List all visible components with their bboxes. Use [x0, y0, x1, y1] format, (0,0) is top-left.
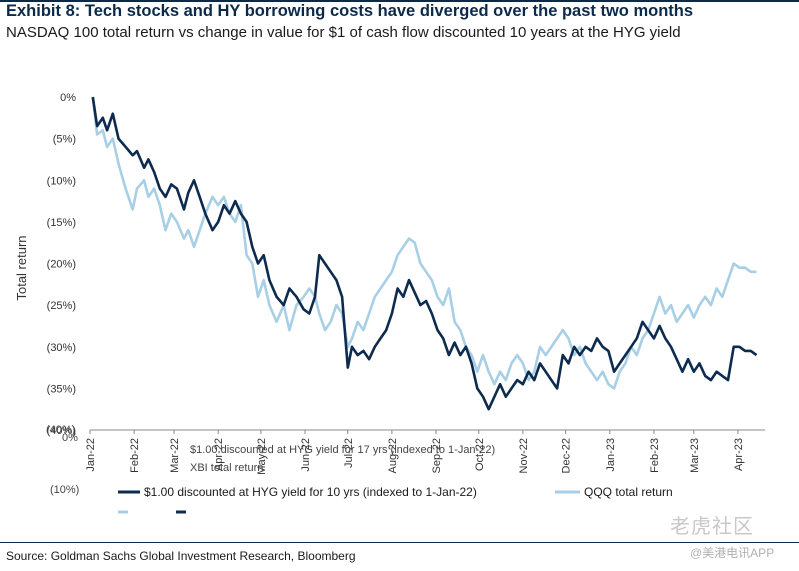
x-tick-label: Jun-22: [300, 438, 312, 472]
x-tick-label: Dec-22: [561, 438, 573, 473]
top-rule: [0, 0, 799, 2]
y-tick-label: (40%): [47, 425, 76, 437]
x-tick-label: Mar-23: [689, 438, 701, 473]
y-tick-label: (10%): [47, 175, 76, 187]
x-tick-label: Nov-22: [518, 438, 530, 473]
x-tick-label: Sep-22: [431, 438, 443, 473]
y-tick-label: (25%): [47, 300, 76, 312]
y-tick-label: (15%): [47, 217, 76, 229]
x-axis: Jan-22 Feb-22 Mar-22 Apr-22 May-22 Jun-22 Jul-…: [85, 429, 765, 475]
y-axis-label: Total return: [14, 235, 29, 300]
overlapping-ghost-labels: 0% (40%) (10%) $1.00 discounted at HYG y…: [46, 424, 495, 496]
x-tick-label: Aug-22: [387, 438, 399, 473]
y-tick-label: (5%): [53, 134, 76, 146]
legend-label-qqq: QQQ total return: [584, 485, 673, 499]
x-tick-label: Apr-22: [213, 438, 225, 471]
x-tick-label: Feb-22: [129, 438, 141, 473]
watermark-brand: 老虎社区: [670, 516, 754, 538]
ghost-label-minus10: (10%): [50, 484, 79, 496]
ghost-label-zero: 0%: [62, 432, 78, 444]
x-tick-label: Jul-22: [343, 438, 355, 468]
series-line-qqq: [91, 96, 757, 390]
series-group: [91, 96, 758, 411]
chart-title: Exhibit 8: Tech stocks and HY borrowing …: [6, 2, 694, 20]
x-tick-label: Jan-22: [85, 438, 97, 472]
y-tick-label: 0%: [60, 92, 76, 104]
series-line-hyg-10yr: [91, 96, 758, 411]
x-tick-label: Feb-23: [649, 438, 661, 473]
x-tick-label: Apr-23: [733, 438, 745, 471]
y-tick-label: (30%): [47, 342, 76, 354]
x-tick-label: Jan-23: [605, 438, 617, 472]
ghost-legend-line2: XBI total return: [190, 462, 263, 474]
y-tick-label: (35%): [47, 383, 76, 395]
x-tick-label: Mar-22: [169, 438, 181, 473]
ghost-label-minus40: (40%): [46, 424, 75, 436]
x-tick-label: May-22: [256, 438, 268, 475]
legend-label-hyg10: $1.00 discounted at HYG yield for 10 yrs…: [144, 485, 477, 499]
y-axis: 0% (5%) (10%) (15%) (20%) (25%) (30%) (35%) (40%…: [47, 92, 77, 437]
legend: $1.00 discounted at HYG yield for 10 yrs…: [118, 485, 673, 514]
y-tick-label: (20%): [47, 259, 76, 271]
ghost-legend-line1: $1.00 discounted at HYG yield for 17 yrs…: [190, 444, 495, 456]
watermark-handle: @美港电讯APP: [690, 546, 775, 560]
bottom-rule: [0, 542, 799, 543]
chart-subtitle: NASDAQ 100 total return vs change in val…: [6, 24, 681, 41]
source-note: Source: Goldman Sachs Global Investment …: [6, 549, 356, 563]
line-chart: 0% (5%) (10%) (15%) (20%) (25%) (30%) (35%) (40%…: [14, 92, 765, 514]
x-tick-label: Oct-22: [474, 438, 486, 471]
